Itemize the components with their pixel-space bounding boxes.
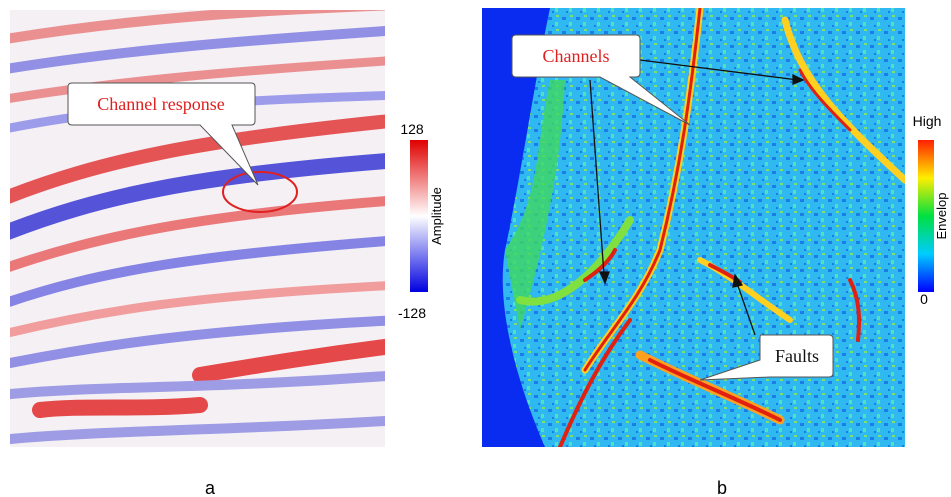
panel-label: a	[205, 478, 216, 497]
colorbar-title: Amplitude	[429, 187, 444, 245]
colorbar	[918, 140, 934, 292]
panel-label: b	[717, 478, 727, 497]
figure: Channel response 128 -128 Amplitude a Ch…	[0, 0, 951, 497]
colorbar-max: High	[913, 113, 942, 129]
colorbar	[410, 140, 428, 292]
callout-text: Faults	[775, 346, 819, 366]
colorbar-min: 0	[920, 291, 928, 307]
colorbar-title: Envelop	[934, 193, 949, 240]
callout-text: Channels	[543, 46, 610, 66]
colorbar-max: 128	[400, 121, 424, 137]
seismic-section	[0, 5, 400, 447]
colorbar-min: -128	[398, 305, 426, 321]
callout-text: Channel response	[97, 94, 224, 114]
